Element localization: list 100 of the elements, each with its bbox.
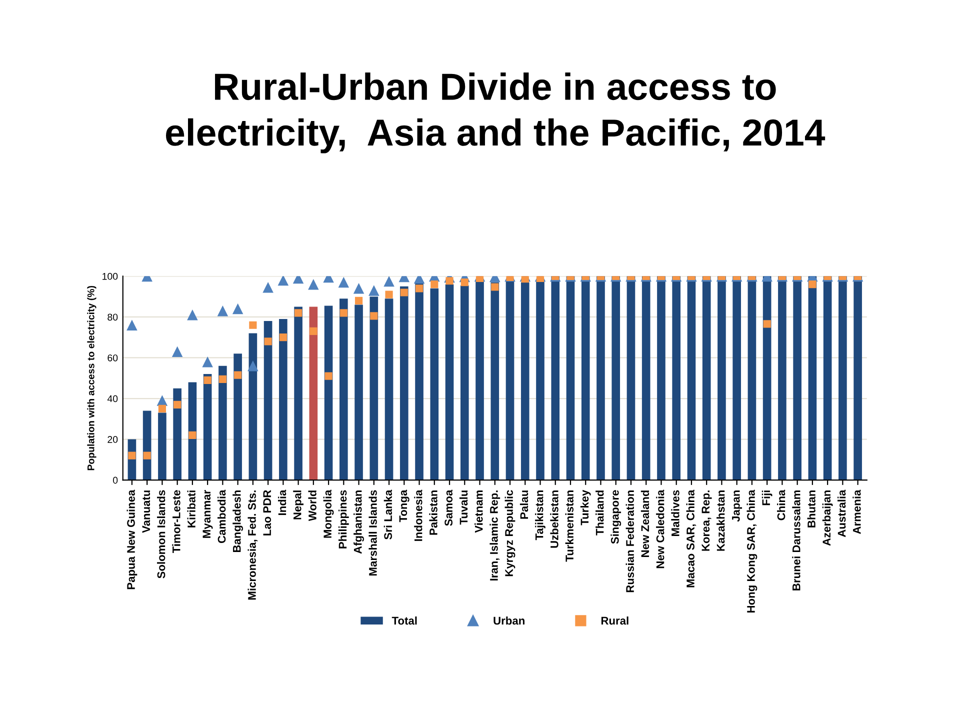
x-tick-label: Iran, Islamic Rep. [490, 490, 500, 580]
x-tick-label: Korea, Rep. [702, 490, 712, 551]
x-tick-label: Papua New Guinea [126, 490, 138, 590]
x-tick-label: Thailand [596, 490, 604, 536]
bar [400, 286, 408, 480]
bar [778, 276, 786, 480]
x-tick-label: India [278, 490, 286, 515]
x-tick-label: Lao PDR [263, 490, 272, 536]
bar [248, 333, 258, 480]
point [248, 360, 258, 372]
bar [158, 412, 166, 480]
point [234, 371, 242, 379]
bar [218, 366, 227, 480]
bar [702, 276, 711, 480]
x-tick-label: Brunei Darussalam [792, 490, 800, 590]
x-tick-label: Palau [520, 490, 528, 519]
x-tick-label: Maldives [671, 490, 680, 536]
bar [430, 288, 439, 480]
bar [188, 382, 197, 480]
bar [203, 374, 212, 480]
bar [718, 276, 726, 480]
bar [309, 306, 318, 480]
x-tick-label: Uzbekistan [550, 490, 558, 548]
bar [294, 306, 302, 480]
point [324, 372, 332, 380]
x-tick-label: Tonga [399, 490, 410, 522]
x-tick-label: Pakistan [429, 490, 438, 535]
point [158, 404, 166, 413]
legend-label: Urban [494, 616, 524, 625]
bar [490, 282, 500, 480]
x-tick-label: Timor-Leste [172, 490, 180, 554]
x-tick-label: Armenia [852, 490, 861, 534]
bar [838, 276, 847, 480]
x-tick-label: Australia [838, 490, 846, 538]
x-tick-label: Tuvalu [459, 490, 468, 525]
x-tick-label: Myanmar [202, 490, 213, 538]
bar [672, 276, 680, 480]
point [763, 320, 771, 328]
x-tick-label: Kiribati [187, 490, 196, 528]
y-tick-label: 0 [112, 476, 118, 484]
x-tick-label: Japan [732, 490, 742, 522]
x-tick-label: Turkey [580, 490, 591, 526]
x-tick-label: New Zealand [640, 490, 650, 557]
x-tick-label: Vietnam [474, 490, 483, 533]
x-tick-label: Vanuatu [142, 490, 150, 533]
x-tick-label: Samoa [444, 490, 452, 526]
bar [460, 285, 469, 480]
bar [612, 276, 620, 480]
y-tick-label: 60 [108, 354, 118, 362]
x-tick-label: Russian Federation [626, 490, 634, 592]
x-tick-label: Bangladesh [232, 490, 244, 552]
bar [823, 276, 832, 480]
point [340, 309, 348, 317]
y-axis-title: Population with access to electricity (%) [87, 286, 96, 470]
bar [551, 276, 560, 480]
bar [234, 354, 242, 480]
y-tick-label: 40 [107, 395, 118, 402]
bar [793, 276, 802, 480]
x-tick-label: Singapore [610, 490, 622, 544]
x-tick-label: Sri Lanka [384, 490, 392, 540]
x-tick-label: Marshall Islands [368, 490, 377, 576]
x-tick-label: Cambodia [218, 490, 226, 544]
bar [596, 276, 605, 480]
y-tick-label: 80 [108, 314, 118, 321]
x-tick-label: Indonesia [414, 490, 422, 541]
x-tick-label: China [777, 490, 786, 520]
bar [854, 276, 862, 480]
y-tick-label: 20 [108, 436, 118, 443]
point [264, 338, 272, 346]
x-tick-label: Afghanistan [354, 490, 364, 554]
point [249, 321, 257, 329]
x-tick-label: Hong Kong SAR, China [746, 490, 758, 612]
point [294, 309, 302, 317]
point [174, 400, 182, 408]
point [279, 334, 287, 342]
x-tick-label: Turkmenistan [565, 490, 574, 562]
x-tick-label: Kazakhstan [716, 490, 725, 551]
x-tick-label: Macao SAR, China [686, 490, 696, 588]
x-tick-label: Kyrgyz Republic [504, 490, 516, 576]
bar [173, 388, 182, 480]
bar [808, 276, 817, 480]
point [204, 376, 212, 384]
x-tick-label: Fiji [762, 490, 772, 506]
chart-title: Rural-Urban Divide in access to electricity, Asia and the Pacific, 2014 [166, 72, 826, 154]
x-tick-label: Bhutan [807, 490, 816, 528]
point [126, 320, 138, 330]
point [310, 327, 318, 336]
legend-label: Rural [601, 616, 628, 625]
point [187, 310, 198, 320]
x-tick-label: New Caledonia [656, 490, 664, 568]
legend-label: Total [392, 616, 417, 625]
bar [506, 280, 514, 480]
bar [264, 321, 272, 480]
bar [415, 282, 424, 480]
point [278, 276, 289, 286]
bar [279, 319, 288, 480]
bar [642, 276, 650, 480]
bar [324, 306, 333, 480]
bar [581, 276, 590, 480]
x-tick-label: Mongolia [323, 490, 334, 538]
